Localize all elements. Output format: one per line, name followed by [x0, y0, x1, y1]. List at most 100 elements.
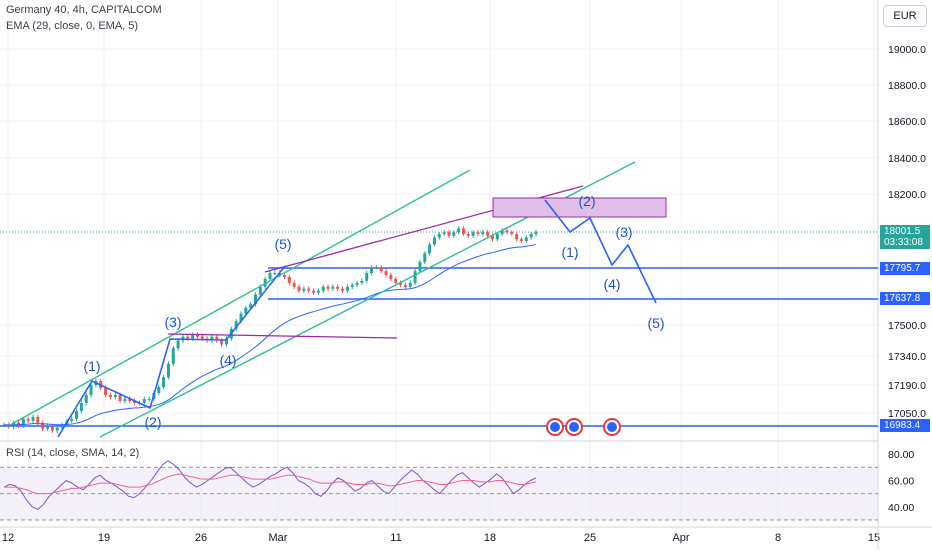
candle-body: [21, 418, 25, 426]
candle-body: [403, 284, 407, 287]
candle-body: [510, 232, 514, 235]
x-tick-label: 26: [195, 532, 207, 544]
candle-body: [70, 418, 74, 421]
candle-body: [191, 334, 195, 339]
candle-body: [447, 232, 451, 236]
chart-title: Germany 40, 4h, CAPITALCOM: [6, 4, 162, 16]
candle-body: [379, 267, 383, 272]
y-tick-label: 18400.0: [888, 153, 926, 165]
x-tick-label: 12: [2, 532, 14, 544]
last-price-tag: 18001.5 03:33:08: [880, 225, 930, 249]
candle-body: [423, 253, 427, 262]
candle-body: [253, 294, 257, 305]
candle-body: [457, 228, 461, 233]
candle-body: [486, 232, 490, 236]
candle-body: [476, 232, 480, 235]
candle-body: [7, 424, 11, 427]
candle-body: [36, 416, 40, 423]
channel-upper-line: [9, 169, 471, 426]
candle-body: [500, 230, 504, 235]
candle-body: [312, 290, 316, 293]
wave-label-primary: (1): [83, 358, 100, 374]
wave-primary-line: [57, 265, 286, 438]
candle-body: [389, 275, 393, 279]
wave-label-projection: (4): [603, 276, 620, 292]
candle-body: [394, 278, 398, 283]
candle-body: [374, 267, 378, 269]
candle-body: [490, 235, 494, 240]
candle-body: [461, 228, 465, 235]
level-tag-2: 17637.8: [880, 292, 930, 305]
candle-body: [113, 395, 117, 397]
candle-body: [534, 232, 538, 235]
y-tick-label: 18200.0: [888, 189, 926, 201]
candle-body: [452, 232, 456, 236]
wave-label-primary: (5): [274, 236, 291, 252]
candle-body: [326, 286, 330, 289]
candle-body: [278, 273, 282, 276]
wave-projection-line: [544, 199, 657, 304]
candle-body: [186, 336, 190, 339]
candle-body: [345, 286, 349, 291]
candle-body: [200, 336, 204, 339]
candle-body: [370, 267, 374, 274]
x-tick-label: Apr: [672, 532, 689, 544]
wave-label-primary: (3): [164, 314, 181, 330]
wave-label-primary: (4): [219, 352, 236, 368]
candle-body: [519, 239, 523, 242]
candle-body: [244, 308, 248, 314]
candle-body: [336, 286, 340, 289]
y-tick-label: 17050.0: [888, 408, 926, 420]
wave-label-primary: (2): [144, 414, 161, 430]
candle-body: [365, 273, 369, 281]
candle-body: [220, 340, 224, 345]
candle-body: [399, 282, 403, 285]
rsi-indicator-label: RSI (14, close, SMA, 14, 2): [6, 447, 140, 459]
candle-body: [224, 338, 228, 345]
level-tag-1: 17795.7: [880, 262, 930, 275]
wave-label-projection: (3): [615, 224, 632, 240]
bar-countdown: 03:33:08: [884, 237, 923, 248]
candle-body: [437, 234, 441, 238]
target-zone-box: [492, 197, 667, 218]
rsi-tick-label: 40.00: [888, 502, 914, 514]
candle-body: [31, 416, 35, 421]
candle-body: [297, 286, 301, 291]
y-tick-label: 18600.0: [888, 116, 926, 128]
candle-body: [89, 385, 93, 395]
rsi-line: [3, 460, 537, 511]
candle-body: [162, 377, 166, 387]
candle-body: [50, 425, 54, 431]
event-marker-dot: [550, 422, 560, 432]
candle-body: [321, 286, 325, 291]
candle-body: [428, 244, 432, 254]
candle-body: [26, 418, 30, 421]
x-tick-label: Mar: [269, 532, 288, 544]
ema-indicator-label: EMA (29, close, 0, EMA, 5): [6, 20, 139, 32]
currency-button[interactable]: EUR: [883, 5, 927, 27]
event-marker-dot: [607, 422, 617, 432]
candle-body: [258, 286, 262, 295]
candle-body: [524, 237, 528, 242]
candle-body: [505, 230, 509, 233]
candle-body: [147, 399, 151, 400]
candle-body: [46, 425, 50, 429]
candle-body: [104, 388, 108, 395]
candle-body: [118, 395, 122, 401]
rsi-ma-line: [4, 473, 537, 495]
candle-body: [331, 286, 335, 289]
candle-body: [55, 427, 59, 431]
candle-body: [515, 234, 519, 240]
x-tick-label: 18: [484, 532, 496, 544]
x-tick-label: 11: [390, 532, 401, 544]
wave-label-projection: (1): [561, 244, 578, 260]
candle-body: [481, 232, 485, 235]
candle-body: [176, 340, 180, 349]
y-tick-label: 17190.0: [888, 380, 926, 392]
candle-body: [307, 288, 311, 291]
candle-body: [128, 399, 132, 401]
candle-body: [157, 387, 161, 393]
y-tick-label: 19000.0: [888, 44, 926, 56]
